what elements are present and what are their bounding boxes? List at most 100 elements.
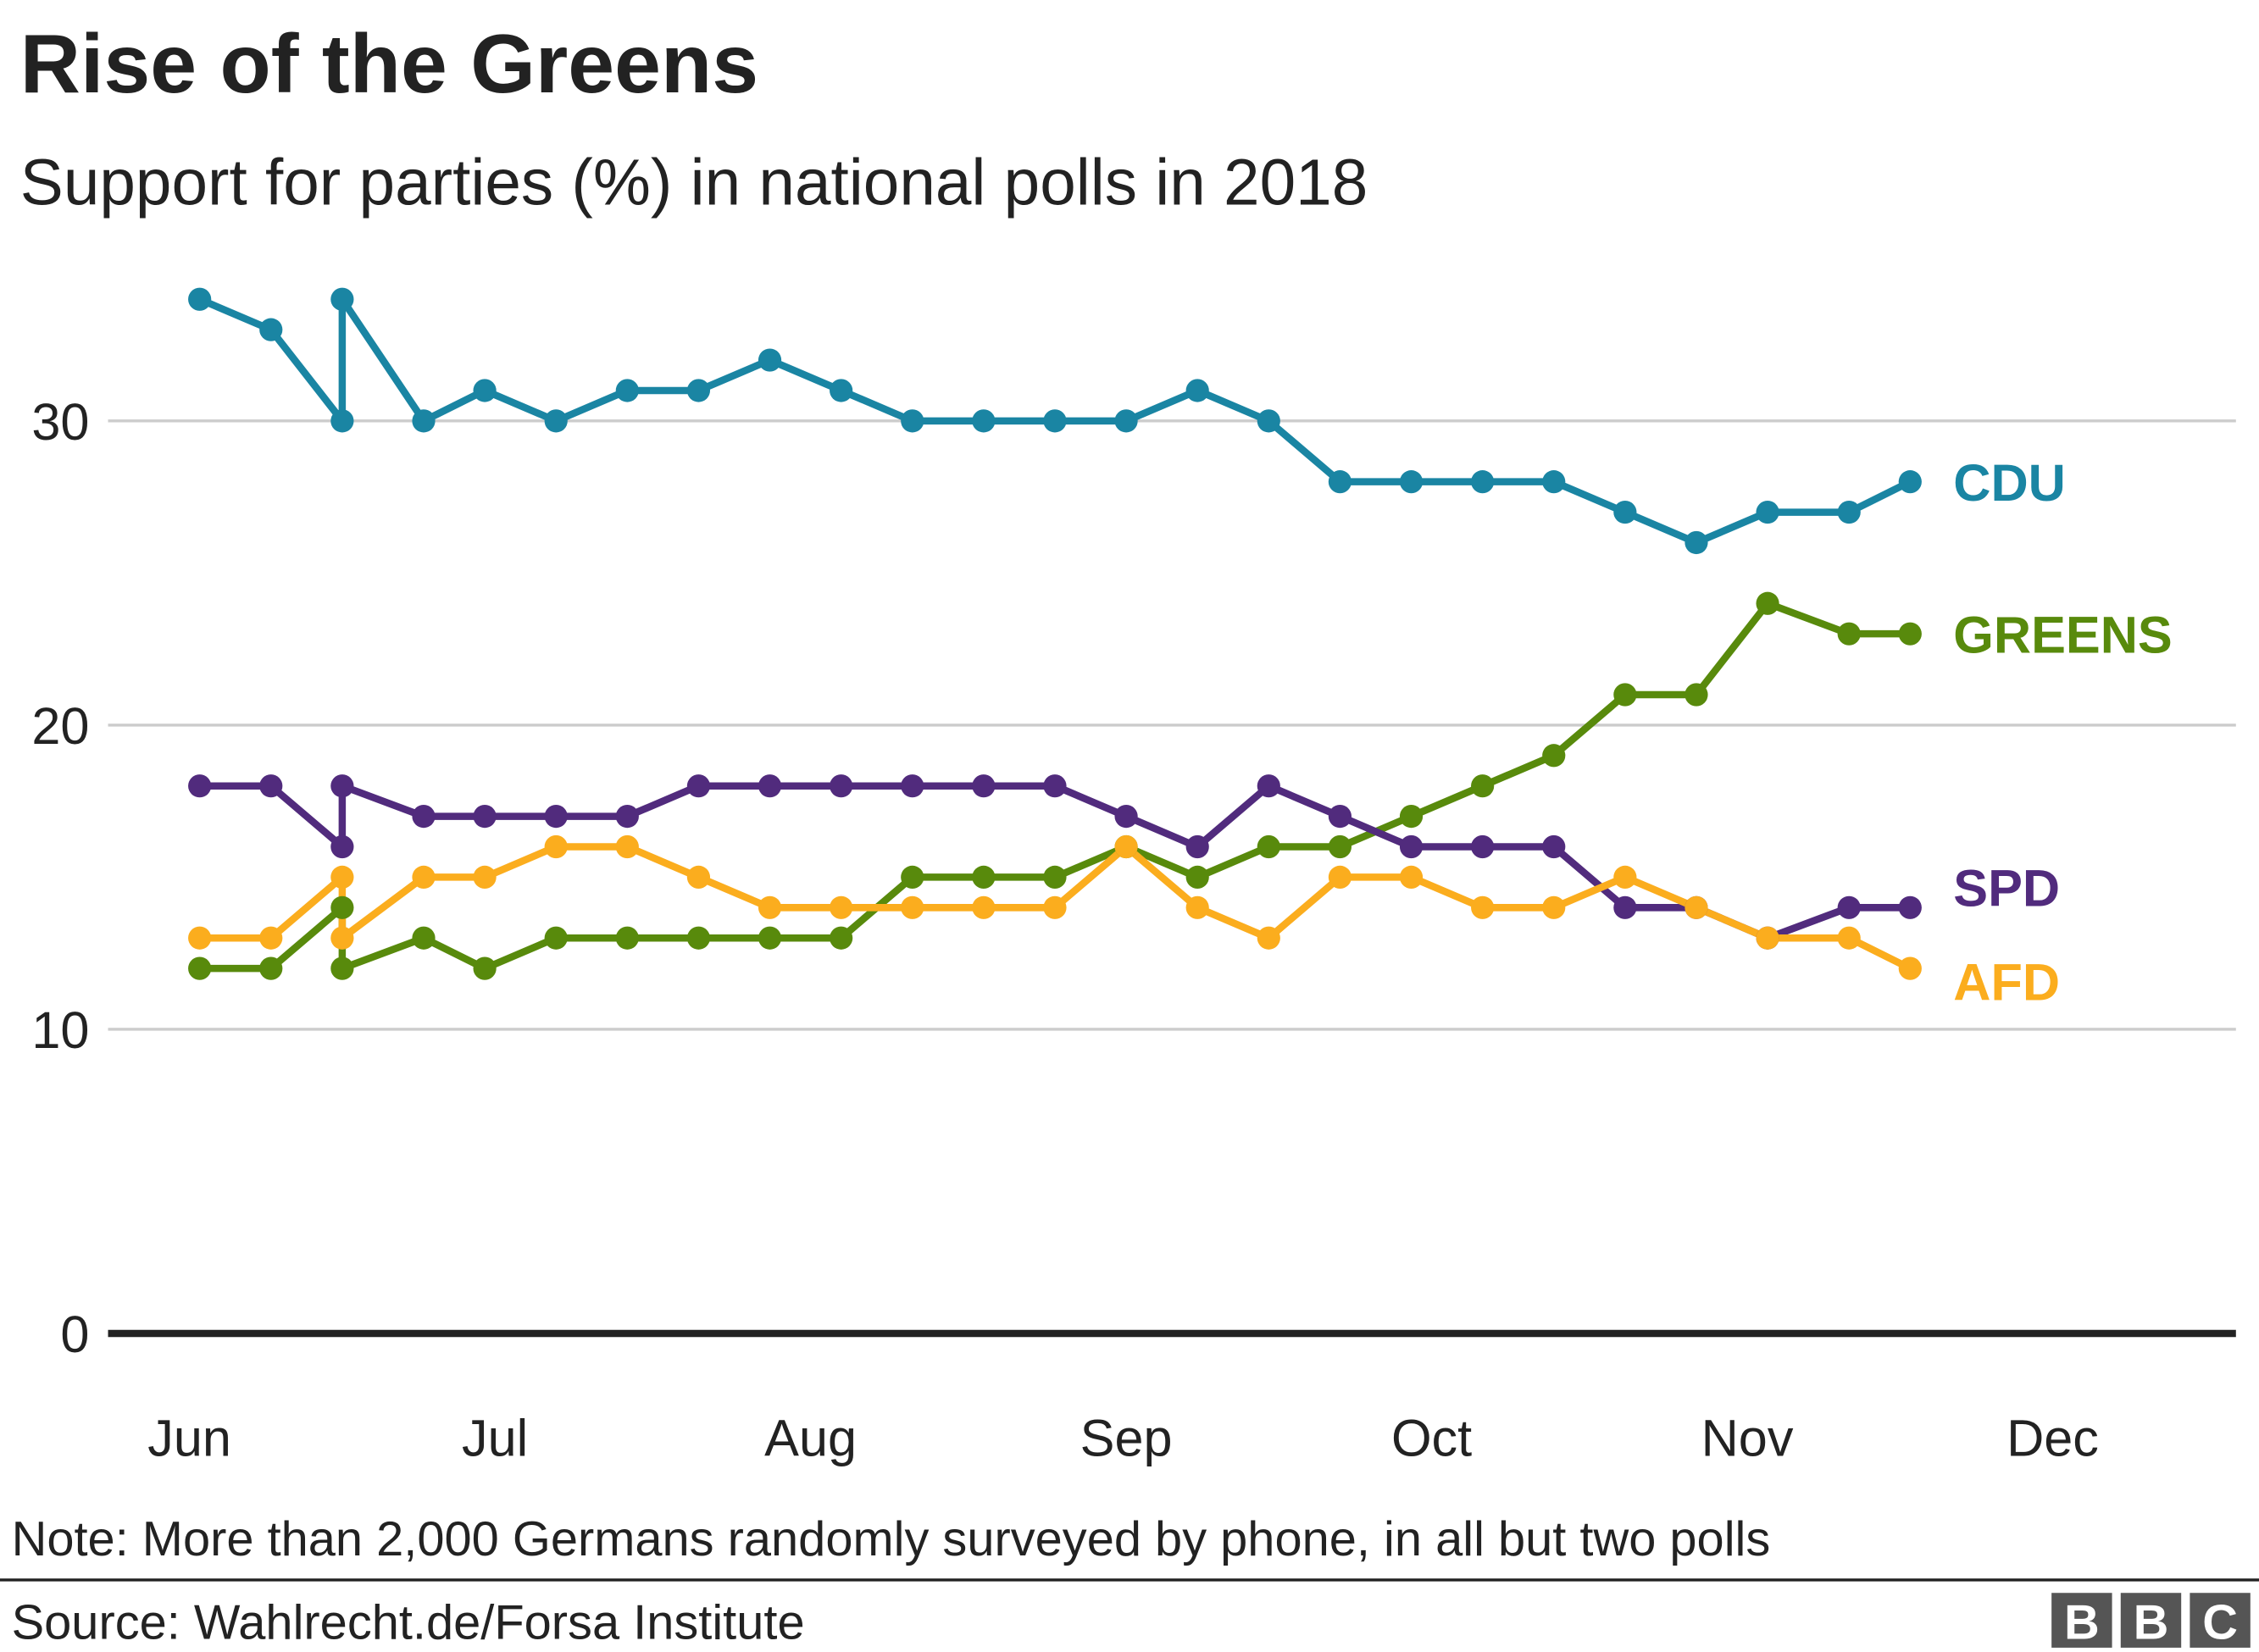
data-point	[473, 956, 497, 980]
data-point	[1542, 470, 1566, 494]
data-point	[1399, 865, 1424, 890]
data-point	[1043, 865, 1067, 890]
data-point	[1613, 865, 1637, 890]
data-point	[1399, 834, 1424, 859]
data-point	[1257, 834, 1280, 859]
data-point	[1328, 834, 1352, 859]
data-point	[901, 895, 924, 919]
data-point	[1257, 409, 1280, 433]
data-point	[259, 774, 283, 798]
data-point	[473, 804, 497, 829]
data-point	[830, 379, 853, 402]
data-point	[686, 379, 711, 402]
x-tick-label: Oct	[1391, 1410, 1472, 1467]
data-point	[972, 774, 996, 798]
data-point	[412, 865, 436, 890]
data-point	[188, 287, 212, 311]
data-point	[1898, 622, 1922, 646]
data-point	[188, 926, 212, 950]
x-tick-label: Dec	[2006, 1410, 2099, 1467]
logo-letter: B	[2064, 1596, 2100, 1650]
data-point	[1685, 895, 1708, 919]
data-point	[758, 926, 782, 950]
y-tick-label: 0	[60, 1306, 89, 1363]
data-point	[1185, 865, 1209, 890]
data-point	[544, 926, 568, 950]
logo-box	[2190, 1593, 2251, 1648]
data-point	[1471, 470, 1495, 494]
data-point	[1471, 834, 1495, 859]
data-point	[972, 409, 996, 433]
y-tick-label: 20	[31, 697, 89, 755]
y-tick-label: 30	[31, 393, 89, 451]
data-point	[686, 926, 711, 950]
logo-box	[2120, 1593, 2182, 1648]
data-point	[1185, 895, 1209, 919]
x-tick-label: Aug	[764, 1410, 857, 1467]
series-label: AFD	[1953, 954, 2060, 1012]
data-point	[972, 895, 996, 919]
data-point	[758, 774, 782, 798]
data-point	[972, 865, 996, 890]
data-point	[412, 804, 436, 829]
data-point	[1685, 530, 1708, 555]
data-point	[1756, 591, 1779, 615]
data-point	[1328, 470, 1352, 494]
series-label: GREENS	[1953, 606, 2172, 663]
data-point	[1542, 744, 1566, 768]
data-point	[330, 287, 354, 311]
data-point	[1257, 926, 1280, 950]
data-point	[473, 379, 497, 402]
data-point	[758, 348, 782, 372]
note: Note: More than 2,000 Germans randomly s…	[12, 1512, 1771, 1566]
data-point	[686, 774, 711, 798]
data-point	[544, 804, 568, 829]
data-point	[412, 409, 436, 433]
data-point	[901, 409, 924, 433]
data-point	[901, 774, 924, 798]
data-point	[330, 774, 354, 798]
chart-subtitle: Support for parties (%) in national poll…	[20, 147, 1368, 219]
data-point	[1542, 834, 1566, 859]
data-point	[830, 895, 853, 919]
series-label: SPD	[1953, 860, 2060, 917]
data-point	[1471, 895, 1495, 919]
data-point	[1257, 774, 1280, 798]
data-point	[615, 804, 639, 829]
logo-box	[2051, 1593, 2112, 1648]
data-point	[1328, 804, 1352, 829]
logo-letter: B	[2134, 1596, 2169, 1650]
data-point	[1613, 683, 1637, 707]
data-point	[1328, 865, 1352, 890]
data-point	[758, 895, 782, 919]
data-point	[330, 895, 354, 919]
data-point	[615, 926, 639, 950]
data-point	[615, 379, 639, 402]
data-point	[1399, 804, 1424, 829]
data-point	[1837, 622, 1861, 646]
data-point	[330, 409, 354, 433]
data-point	[686, 865, 711, 890]
logo-letter: C	[2202, 1596, 2238, 1650]
data-point	[1613, 895, 1637, 919]
x-tick-label: Sep	[1080, 1410, 1173, 1467]
data-point	[615, 834, 639, 859]
data-point	[1043, 774, 1067, 798]
data-point	[1542, 895, 1566, 919]
data-point	[1043, 895, 1067, 919]
data-point	[1837, 500, 1861, 524]
y-tick-label: 10	[31, 1001, 89, 1059]
data-point	[544, 834, 568, 859]
chart-title: Rise of the Greens	[20, 17, 758, 110]
data-point	[259, 926, 283, 950]
data-point	[259, 956, 283, 980]
data-point	[1114, 804, 1138, 829]
data-point	[259, 318, 283, 341]
x-tick-label: Nov	[1701, 1410, 1794, 1467]
data-point	[1185, 834, 1209, 859]
series-label: CDU	[1953, 454, 2066, 512]
x-tick-label: Jul	[462, 1410, 528, 1467]
data-point	[830, 774, 853, 798]
